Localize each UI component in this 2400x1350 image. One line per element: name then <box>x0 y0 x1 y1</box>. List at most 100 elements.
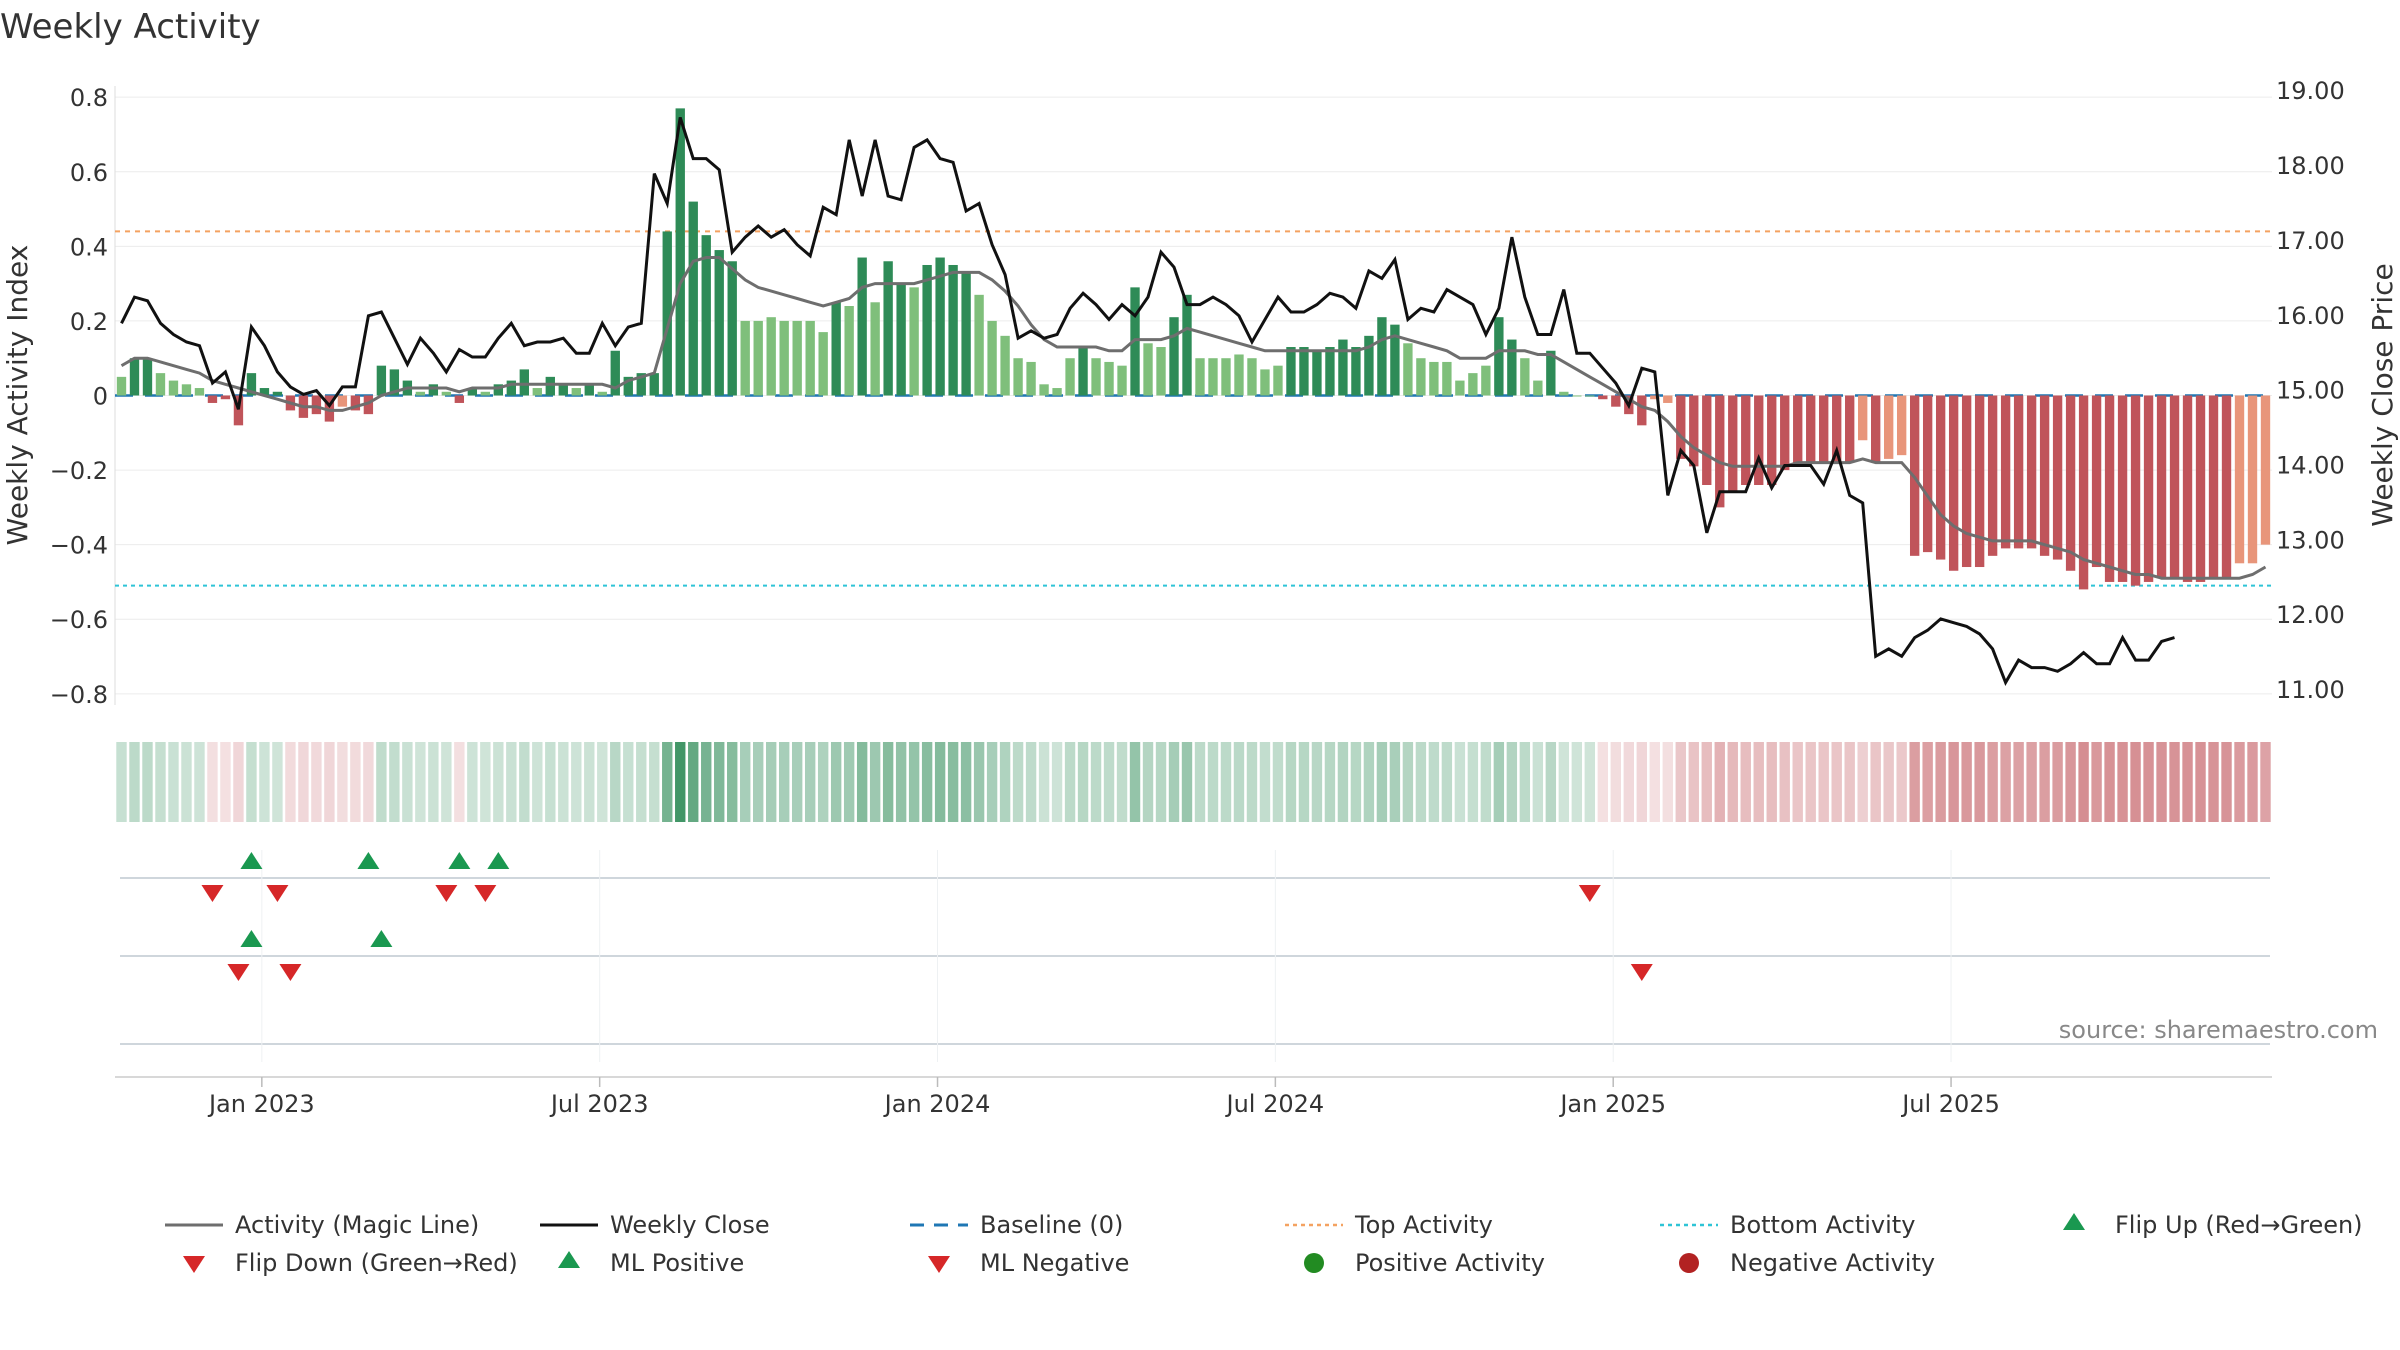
heat-cell <box>1389 742 1401 822</box>
activity-bar <box>2013 395 2024 549</box>
legend-label: ML Negative <box>980 1249 1129 1277</box>
legend-label: Negative Activity <box>1730 1249 1935 1277</box>
activity-bar <box>727 261 737 396</box>
activity-bar <box>779 320 789 396</box>
x-tick-label: Jan 2023 <box>207 1090 315 1118</box>
heat-cell <box>973 742 985 822</box>
y-left-tick-label: −0.6 <box>50 606 108 634</box>
activity-bar <box>1039 384 1049 396</box>
heat-cell <box>2013 742 2024 822</box>
heat-cell <box>2221 742 2232 822</box>
activity-bar <box>337 395 348 407</box>
activity-bar <box>1871 395 1881 463</box>
heat-cell <box>1259 742 1271 822</box>
activity-bar <box>1468 373 1478 396</box>
heat-cell <box>545 742 556 822</box>
activity-bar <box>1052 388 1062 396</box>
heat-cell <box>2182 742 2193 822</box>
heat-cell <box>129 742 140 822</box>
activity-bar <box>571 388 581 396</box>
legend-item: Negative Activity <box>1679 1249 1935 1277</box>
heat-cell <box>778 742 790 822</box>
activity-bar <box>1896 395 1907 456</box>
heat-cell <box>2000 742 2011 822</box>
legend-label: Baseline (0) <box>980 1211 1123 1239</box>
activity-bar <box>896 283 906 396</box>
y-left-tick-label: −0.8 <box>50 681 108 709</box>
activity-bar <box>142 358 153 396</box>
heat-cell <box>220 742 231 822</box>
heat-cell <box>519 742 530 822</box>
activity-bar <box>1364 335 1374 396</box>
heat-cell <box>272 742 283 822</box>
heat-cell <box>623 742 634 822</box>
ml-positive-marker <box>370 930 393 947</box>
heat-cell <box>337 742 348 822</box>
heat-cell <box>1961 742 1972 822</box>
activity-bar <box>259 388 270 396</box>
activity-bar <box>2104 395 2115 582</box>
activity-bar <box>1104 361 1114 396</box>
heat-cell <box>1701 742 1712 822</box>
legend-item: Flip Up (Red→Green) <box>2063 1211 2363 1239</box>
heat-cell <box>1597 742 1609 822</box>
heat-cell <box>155 742 166 822</box>
activity-bar <box>1221 358 1231 396</box>
weekly-close-line <box>120 116 2175 686</box>
heat-cell <box>402 742 413 822</box>
heat-cell <box>389 742 400 822</box>
activity-bar <box>519 369 529 396</box>
activity-bar <box>480 391 491 396</box>
activity-bar <box>493 384 504 396</box>
heat-cell <box>1844 742 1855 822</box>
heat-cell <box>1051 742 1063 822</box>
activity-bar <box>2026 395 2037 549</box>
activity-bar <box>870 302 880 396</box>
activity-bar <box>428 384 439 396</box>
heat-cell <box>1467 742 1479 822</box>
legend-swatch <box>2063 1213 2085 1230</box>
activity-bar <box>1481 365 1491 396</box>
activity-bar <box>532 388 542 396</box>
activity-bar <box>649 373 659 396</box>
heat-cell <box>1233 742 1245 822</box>
activity-bar <box>2221 395 2232 579</box>
flip-up-marker <box>448 852 471 869</box>
y-right-tick-label: 17.00 <box>2276 227 2345 255</box>
heat-cell <box>1779 742 1790 822</box>
activity-bar <box>987 320 997 396</box>
activity-bar <box>1663 395 1673 403</box>
heat-cell <box>1415 742 1427 822</box>
activity-bar <box>129 358 140 396</box>
heat-cell <box>1207 742 1219 822</box>
y-left-tick-label: −0.2 <box>50 457 108 485</box>
activity-bar <box>1987 395 1998 556</box>
activity-bar <box>2039 395 2050 556</box>
y-right-tick-label: 19.00 <box>2276 77 2345 105</box>
legend-swatch <box>558 1251 580 1268</box>
activity-bar <box>2234 395 2245 564</box>
heat-cell <box>1155 742 1167 822</box>
activity-bar <box>857 257 867 396</box>
activity-bar <box>1390 324 1400 396</box>
activity-bar <box>1650 395 1660 400</box>
heat-cell <box>1610 742 1622 822</box>
legend-label: Flip Down (Green→Red) <box>235 1249 518 1277</box>
ml-negative-marker <box>279 964 302 981</box>
activity-bar <box>376 365 387 396</box>
heat-cell <box>571 742 582 822</box>
ml-negative-marker <box>227 964 250 981</box>
activity-bar <box>1858 395 1868 441</box>
legend-item: Activity (Magic Line) <box>165 1211 479 1239</box>
heat-cell <box>765 742 777 822</box>
activity-bar <box>2195 395 2206 582</box>
y-right-tick-label: 13.00 <box>2276 526 2345 554</box>
activity-bar <box>168 380 179 396</box>
legend-label: Top Activity <box>1354 1211 1493 1239</box>
activity-bar <box>207 395 218 403</box>
activity-bar <box>636 373 646 396</box>
flip-marker-panels <box>120 850 2270 1062</box>
y-left-tick-label: 0.8 <box>70 84 108 112</box>
heat-cell <box>1194 742 1206 822</box>
heat-cell <box>856 742 868 822</box>
